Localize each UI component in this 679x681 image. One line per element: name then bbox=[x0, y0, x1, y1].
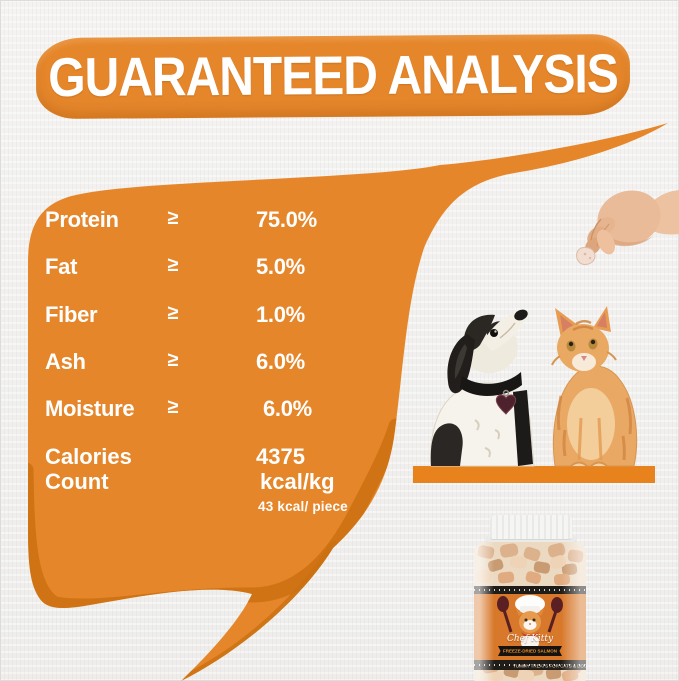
dog-mouth-line bbox=[499, 322, 516, 339]
product-jar-photo: Chef Kitty FREEZE-DRIED SALMON YUMMY TRE… bbox=[462, 512, 598, 681]
calories-label-line1: Calories bbox=[45, 444, 132, 469]
label-top-band bbox=[474, 586, 586, 594]
nutrient-label: Fiber bbox=[45, 302, 98, 327]
dog-body-patch bbox=[430, 423, 463, 466]
jar-label: Chef Kitty FREEZE-DRIED SALMON YUMMY TRE… bbox=[474, 586, 586, 670]
chef-cat-mascot bbox=[497, 595, 563, 648]
ribbon-banner: FREEZE-DRIED SALMON bbox=[498, 646, 562, 656]
nutrient-value: 1.0% bbox=[256, 302, 305, 327]
analysis-row: Fiber ≥ 1.0% bbox=[0, 302, 400, 328]
fist bbox=[597, 190, 661, 246]
nutrient-label: Fat bbox=[45, 254, 78, 279]
fist-shading bbox=[603, 232, 653, 247]
cat-forehead-stripes bbox=[572, 320, 594, 332]
cat-figure bbox=[551, 306, 638, 467]
gte-symbol: ≥ bbox=[167, 302, 179, 324]
calories-label-line2: Count bbox=[45, 469, 109, 494]
calories-value: 4375 bbox=[256, 444, 305, 469]
dog-eye-glint bbox=[494, 330, 497, 333]
gte-symbol: ≥ bbox=[167, 207, 179, 229]
analysis-row: Fat ≥ 5.0% bbox=[0, 254, 400, 280]
blob-shape bbox=[28, 123, 668, 681]
guaranteed-analysis-banner: GUARANTEED ANALYSIS bbox=[35, 33, 631, 120]
analysis-row: Protein ≥ 75.0% bbox=[0, 207, 400, 233]
treat-morsel bbox=[576, 247, 596, 265]
platform-bar bbox=[413, 466, 655, 483]
dog-tag-heart bbox=[495, 394, 517, 415]
gte-symbol: ≥ bbox=[167, 254, 179, 276]
nutrient-value: 5.0% bbox=[256, 254, 305, 279]
label-tagline: YUMMY TREATS FOR CATS & DOGS bbox=[512, 663, 586, 669]
nutrient-label: Moisture bbox=[45, 396, 135, 421]
nutrient-label: Ash bbox=[45, 349, 86, 374]
ribbon-text: FREEZE-DRIED SALMON bbox=[503, 648, 557, 654]
cat-ear-left-inner bbox=[560, 315, 574, 333]
page-title: GUARANTEED ANALYSIS bbox=[48, 44, 618, 109]
cat-pupil-right bbox=[590, 339, 596, 345]
nutrient-label: Protein bbox=[45, 207, 119, 232]
analysis-row: Moisture ≥ 6.0% bbox=[0, 396, 400, 422]
gte-symbol: ≥ bbox=[167, 396, 179, 418]
thumb bbox=[596, 229, 616, 255]
dog-nose bbox=[514, 309, 528, 321]
jar-body: Chef Kitty FREEZE-DRIED SALMON YUMMY TRE… bbox=[474, 542, 586, 681]
cat-pupil-left bbox=[568, 341, 574, 347]
cat-front-legs bbox=[577, 417, 603, 461]
cat-muzzle bbox=[572, 353, 596, 371]
nutrient-value: 6.0% bbox=[256, 349, 305, 374]
nutrient-value: 6.0% bbox=[263, 396, 312, 421]
cat-paws bbox=[570, 461, 608, 467]
dog-muzzle bbox=[483, 311, 526, 351]
calories-unit: kcal/kg bbox=[260, 469, 335, 494]
calories-per-piece-note: 43 kcal/ piece bbox=[258, 499, 348, 514]
cat-head bbox=[557, 323, 609, 373]
dog-ear-inner bbox=[454, 344, 467, 379]
dog-body-speckles bbox=[474, 419, 500, 458]
analysis-row: Ash ≥ 6.0% bbox=[0, 349, 400, 375]
jar-lid bbox=[490, 515, 572, 540]
gte-symbol: ≥ bbox=[167, 349, 179, 371]
cat-cheek-fur bbox=[551, 351, 617, 366]
cat-chest bbox=[567, 388, 615, 460]
hand-dropping-treat-photo bbox=[576, 190, 679, 265]
cat-body-stripes bbox=[556, 395, 633, 461]
dog-tag-ring bbox=[502, 389, 510, 397]
cat-nose bbox=[581, 356, 587, 361]
dog-figure bbox=[430, 309, 535, 467]
nutrient-value: 75.0% bbox=[256, 207, 317, 232]
dog-and-cat-photo bbox=[430, 306, 638, 467]
dog-harness-strap bbox=[513, 390, 533, 466]
cat-ear-right-inner bbox=[597, 312, 607, 328]
dog-eye bbox=[490, 329, 498, 337]
